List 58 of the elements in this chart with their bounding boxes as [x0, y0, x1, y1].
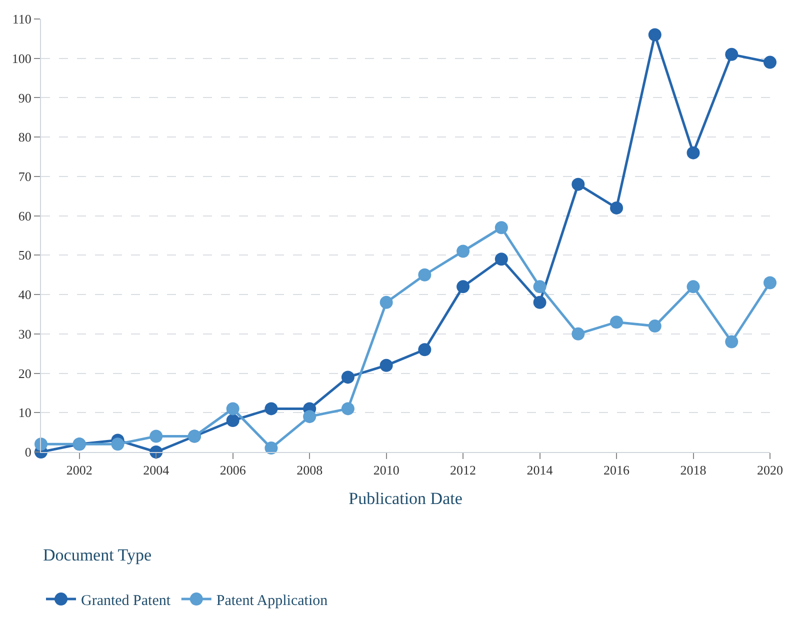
point: [303, 410, 316, 424]
y-tick-label: 70: [18, 169, 32, 184]
x-tick-label: 2012: [450, 462, 476, 478]
y-tick-label: 80: [18, 130, 32, 145]
point: [533, 296, 546, 309]
point: [494, 221, 508, 234]
y-tick-label: 60: [18, 208, 32, 224]
point: [456, 244, 470, 258]
x-tick-label: 2004: [143, 462, 170, 478]
point: [150, 430, 163, 443]
point: [610, 201, 624, 214]
point: [380, 358, 393, 372]
point: [111, 438, 124, 451]
x-tick-label: 2002: [66, 462, 92, 478]
point: [572, 327, 585, 340]
point: [456, 280, 470, 294]
y-tick-label: 30: [18, 326, 32, 342]
point: [725, 48, 738, 61]
point: [648, 320, 662, 333]
point: [226, 414, 240, 428]
y-tick-label: 110: [12, 12, 32, 27]
y-tick-label: 40: [18, 287, 32, 302]
legend-label: Granted Patent: [81, 592, 172, 609]
y-tick-label: 50: [18, 248, 32, 263]
legend-title: Document Type: [43, 546, 152, 565]
point: [264, 402, 278, 416]
x-tick-label: 2008: [296, 462, 323, 478]
x-tick-label: 2014: [526, 462, 554, 478]
y-tick-label: 10: [18, 405, 32, 420]
point: [418, 268, 432, 282]
point: [610, 316, 624, 329]
point: [341, 402, 354, 416]
x-tick-label: 2018: [680, 462, 706, 478]
x-tick-label: 2006: [220, 462, 246, 478]
y-tick-label: 0: [24, 444, 32, 460]
point: [764, 56, 776, 69]
point: [226, 402, 240, 416]
point: [341, 370, 354, 384]
point: [34, 438, 48, 451]
x-tick-label: 2010: [373, 462, 400, 478]
x-tick-label: 2020: [757, 462, 783, 478]
point: [494, 252, 508, 266]
point: [764, 276, 776, 290]
point: [725, 335, 738, 348]
point: [648, 28, 662, 42]
y-tick-label: 20: [18, 366, 32, 381]
point: [572, 178, 585, 191]
x-tick-label: 2016: [604, 462, 630, 478]
point: [264, 442, 278, 455]
legend-label: Patent Application: [216, 592, 328, 609]
point: [380, 296, 393, 309]
point: [418, 343, 432, 356]
y-tick-label: 90: [18, 90, 32, 106]
y-tick-label: 100: [12, 50, 32, 66]
point: [533, 280, 546, 294]
point: [686, 280, 700, 294]
point: [686, 146, 700, 160]
x-axis-title: Publication Date: [348, 489, 462, 508]
